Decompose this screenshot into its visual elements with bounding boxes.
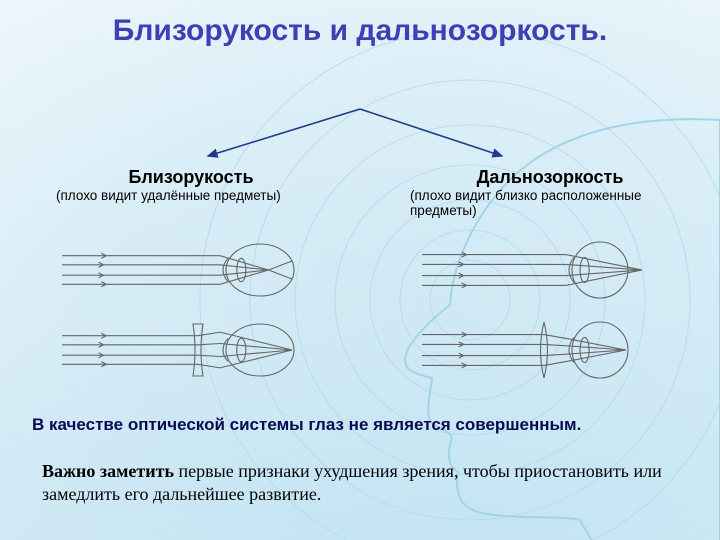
slide-title: Близорукость и дальнозоркость. [0,14,720,49]
branch-left-line [208,109,360,156]
footer-line-1: В качестве оптической системы глаз не яв… [32,414,682,435]
right-sub-text: (плохо видит близко расположенные предме… [410,188,710,218]
eye-diagram-left [60,230,320,390]
eye-diagram-right [420,230,680,390]
slide: Близорукость и дальнозоркость. Близоруко… [0,0,720,540]
branch-arrows [0,104,720,174]
branch-right-line [360,109,502,156]
footer-line-2: Важно заметить первые признаки ухудшения… [42,460,682,505]
right-heading-text: Дальнозоркость [430,167,670,188]
left-sub-text: (плохо видит удалённые предметы) [56,188,356,203]
left-heading-text: Близорукость [76,167,306,188]
right-column-heading: Дальнозоркость (плохо видит близко распо… [410,167,710,218]
left-column-heading: Близорукость (плохо видит удалённые пред… [56,167,356,203]
footer-line-2-lead: Важно заметить [42,461,174,481]
